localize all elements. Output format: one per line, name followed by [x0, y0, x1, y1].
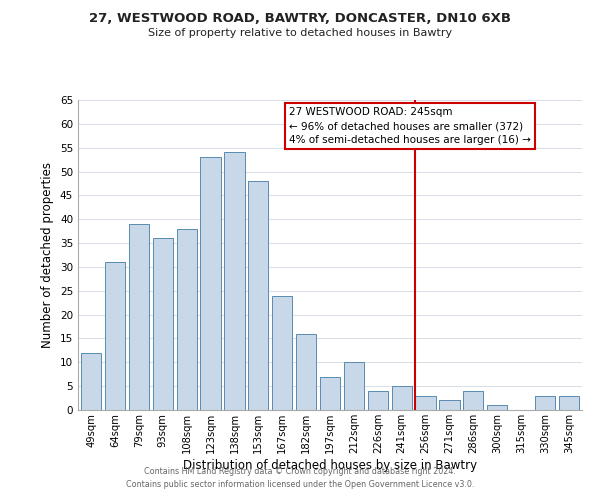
Bar [392, 386, 412, 410]
Bar [344, 362, 364, 410]
Bar [129, 224, 149, 410]
Text: 27 WESTWOOD ROAD: 245sqm
← 96% of detached houses are smaller (372)
4% of semi-d: 27 WESTWOOD ROAD: 245sqm ← 96% of detach… [289, 107, 531, 145]
Bar [224, 152, 245, 410]
X-axis label: Distribution of detached houses by size in Bawtry: Distribution of detached houses by size … [183, 458, 477, 471]
Y-axis label: Number of detached properties: Number of detached properties [41, 162, 55, 348]
Bar [320, 376, 340, 410]
Text: Contains HM Land Registry data © Crown copyright and database right 2024.: Contains HM Land Registry data © Crown c… [144, 467, 456, 476]
Text: 27, WESTWOOD ROAD, BAWTRY, DONCASTER, DN10 6XB: 27, WESTWOOD ROAD, BAWTRY, DONCASTER, DN… [89, 12, 511, 26]
Bar [368, 391, 388, 410]
Bar [81, 353, 101, 410]
Bar [463, 391, 484, 410]
Text: Size of property relative to detached houses in Bawtry: Size of property relative to detached ho… [148, 28, 452, 38]
Bar [272, 296, 292, 410]
Bar [559, 396, 579, 410]
Text: Contains public sector information licensed under the Open Government Licence v3: Contains public sector information licen… [126, 480, 474, 489]
Bar [296, 334, 316, 410]
Bar [487, 405, 508, 410]
Bar [439, 400, 460, 410]
Bar [415, 396, 436, 410]
Bar [152, 238, 173, 410]
Bar [248, 181, 268, 410]
Bar [105, 262, 125, 410]
Bar [200, 157, 221, 410]
Bar [535, 396, 555, 410]
Bar [176, 229, 197, 410]
